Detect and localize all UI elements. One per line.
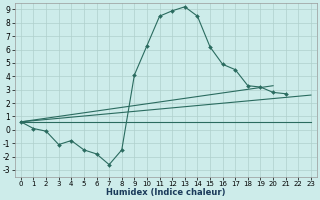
X-axis label: Humidex (Indice chaleur): Humidex (Indice chaleur) [106,188,226,197]
